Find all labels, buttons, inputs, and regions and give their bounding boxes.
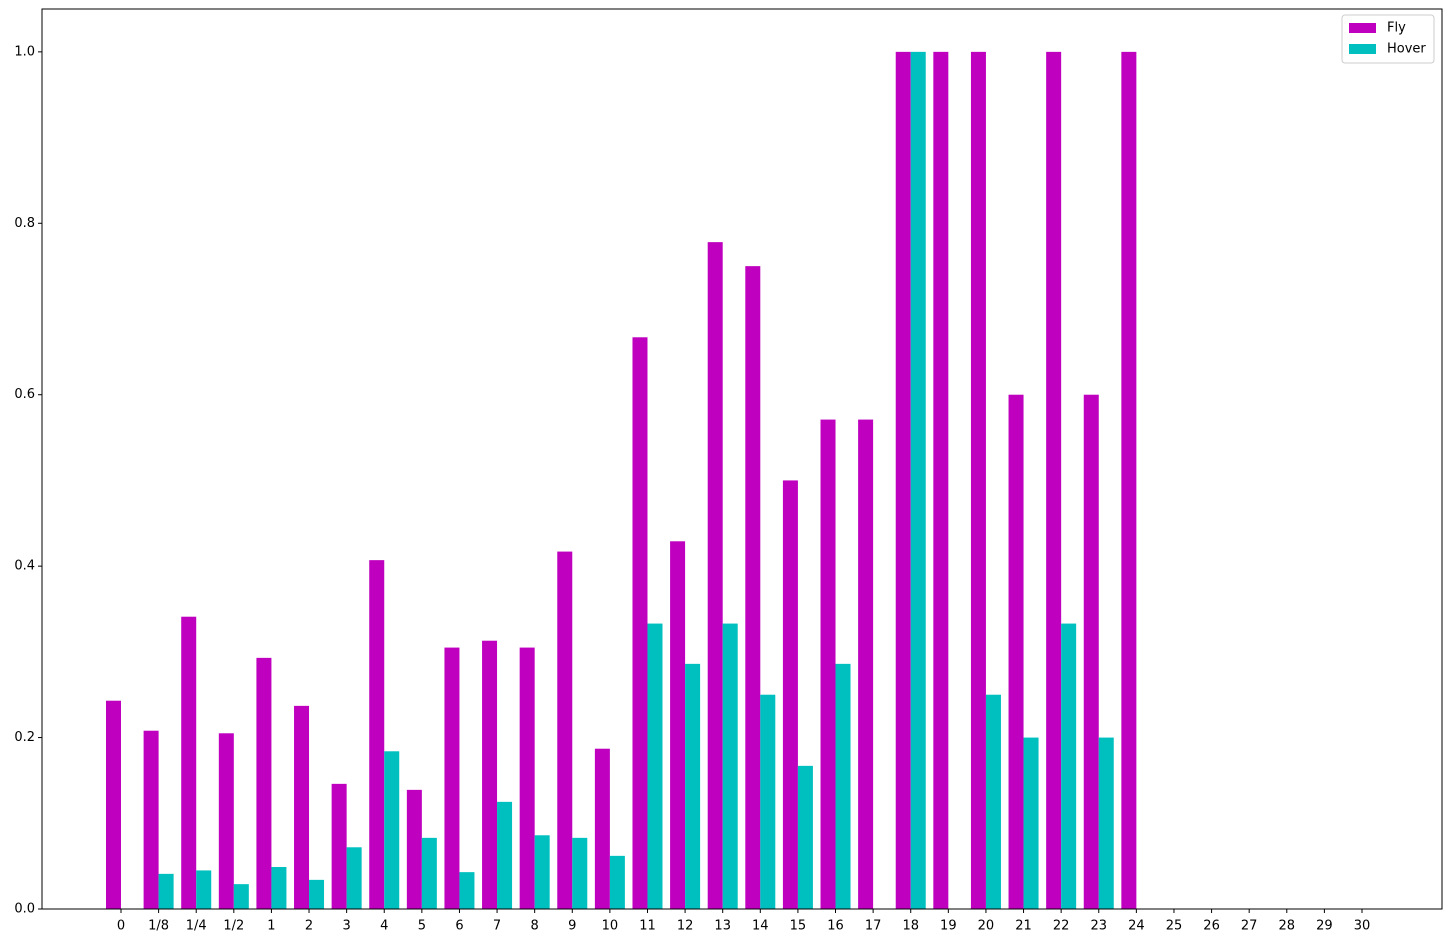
x-tick-label: 0: [117, 919, 125, 934]
x-tick-label: 22: [1053, 919, 1070, 934]
x-tick-label: 17: [865, 919, 882, 934]
y-tick-label: 0.0: [14, 902, 35, 917]
bar: [858, 419, 874, 909]
bar: [444, 647, 460, 909]
bar: [497, 801, 513, 909]
y-tick-label: 1.0: [14, 44, 35, 59]
bar: [820, 419, 836, 909]
bar: [196, 870, 212, 909]
x-tick-label: 27: [1241, 919, 1258, 934]
legend-label: Fly: [1387, 21, 1406, 36]
y-tick-label: 0.6: [14, 387, 35, 402]
bar: [421, 837, 437, 909]
x-tick-label: 1: [267, 919, 275, 934]
x-tick-label: 13: [714, 919, 731, 934]
bar: [670, 541, 686, 909]
bar: [632, 337, 648, 909]
x-tick-label: 1/8: [148, 919, 169, 934]
x-tick-label: 5: [418, 919, 426, 934]
bar: [143, 730, 159, 909]
x-tick-label: 20: [978, 919, 995, 934]
bar: [933, 51, 949, 910]
x-tick-label: 25: [1166, 919, 1183, 934]
y-tick-label: 0.4: [14, 559, 35, 574]
bar: [369, 560, 385, 909]
bar: [482, 640, 498, 909]
bar: [985, 694, 1001, 909]
x-tick-label: 11: [639, 919, 656, 934]
plot-frame: [41, 8, 1443, 910]
bar: [459, 872, 475, 909]
bar: [519, 647, 535, 909]
x-tick-label: 7: [493, 919, 501, 934]
bar: [158, 873, 174, 909]
bar: [722, 623, 738, 909]
x-tick-label: 2: [305, 919, 313, 934]
x-tick-label: 14: [752, 919, 769, 934]
x-tick-label: 21: [1015, 919, 1032, 934]
bar: [782, 480, 798, 909]
bar: [609, 855, 625, 909]
bar: [1023, 737, 1039, 909]
bar: [346, 847, 362, 909]
bar: [1061, 623, 1077, 909]
bar: [331, 783, 347, 909]
bar: [910, 51, 926, 910]
bar: [181, 616, 197, 909]
x-tick-label: 1/2: [223, 919, 244, 934]
bar: [233, 884, 249, 909]
bar: [106, 700, 121, 909]
bar: [797, 765, 813, 909]
x-tick-label: 30: [1354, 919, 1371, 934]
bar: [271, 867, 287, 909]
x-tick-label: 16: [827, 919, 844, 934]
x-tick-label: 28: [1279, 919, 1296, 934]
bar: [572, 837, 588, 909]
x-tick-label: 1/4: [186, 919, 207, 934]
bar: [1008, 394, 1024, 909]
x-tick-label: 19: [940, 919, 957, 934]
bar: [256, 657, 272, 909]
x-tick-label: 10: [602, 919, 619, 934]
x-tick-label: 26: [1203, 919, 1220, 934]
legend-swatch: [1349, 44, 1376, 54]
bar: [1083, 394, 1099, 909]
x-tick-label: 29: [1316, 919, 1333, 934]
bar: [534, 835, 550, 909]
bar: [970, 51, 986, 910]
bar: [294, 705, 310, 909]
x-tick-label: 9: [568, 919, 576, 934]
x-tick-label: 6: [455, 919, 463, 934]
legend-swatch: [1349, 23, 1376, 33]
bar: [647, 623, 663, 909]
bar: [309, 879, 325, 909]
x-tick-label: 24: [1128, 919, 1145, 934]
bar: [685, 663, 701, 909]
x-tick-label: 15: [790, 919, 807, 934]
y-tick-label: 0.2: [14, 730, 35, 745]
x-tick-label: 12: [677, 919, 694, 934]
x-tick-label: 8: [531, 919, 539, 934]
x-tick-label: 23: [1090, 919, 1107, 934]
bar: [1046, 51, 1062, 910]
bar: [895, 51, 911, 910]
y-tick-label: 0.8: [14, 216, 35, 231]
bar: [594, 748, 610, 909]
legend-label: Hover: [1387, 42, 1426, 57]
x-tick-label: 18: [902, 919, 919, 934]
bar: [745, 266, 761, 910]
bar: [557, 551, 573, 909]
bar: [218, 733, 234, 909]
bar: [707, 242, 723, 910]
bar: [406, 789, 422, 909]
bar: [1121, 51, 1137, 910]
bar: [835, 663, 851, 909]
x-tick-label: 3: [342, 919, 350, 934]
bar: [760, 694, 776, 909]
bar: [384, 751, 400, 909]
bar: [1098, 737, 1114, 909]
x-tick-label: 4: [380, 919, 388, 934]
